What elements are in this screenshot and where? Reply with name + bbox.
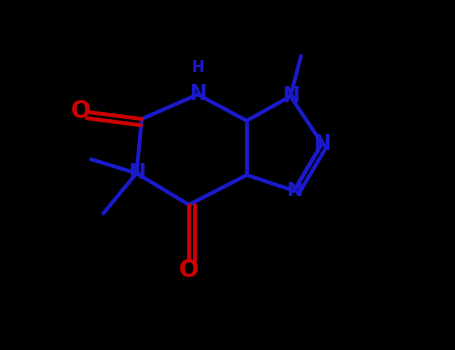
Text: N: N: [282, 86, 299, 106]
Text: O: O: [71, 99, 91, 123]
Text: N: N: [128, 163, 145, 183]
Text: H: H: [192, 60, 204, 75]
Text: N: N: [189, 84, 207, 105]
Text: N: N: [313, 133, 331, 154]
Text: O: O: [179, 258, 199, 282]
Text: N: N: [286, 181, 302, 200]
